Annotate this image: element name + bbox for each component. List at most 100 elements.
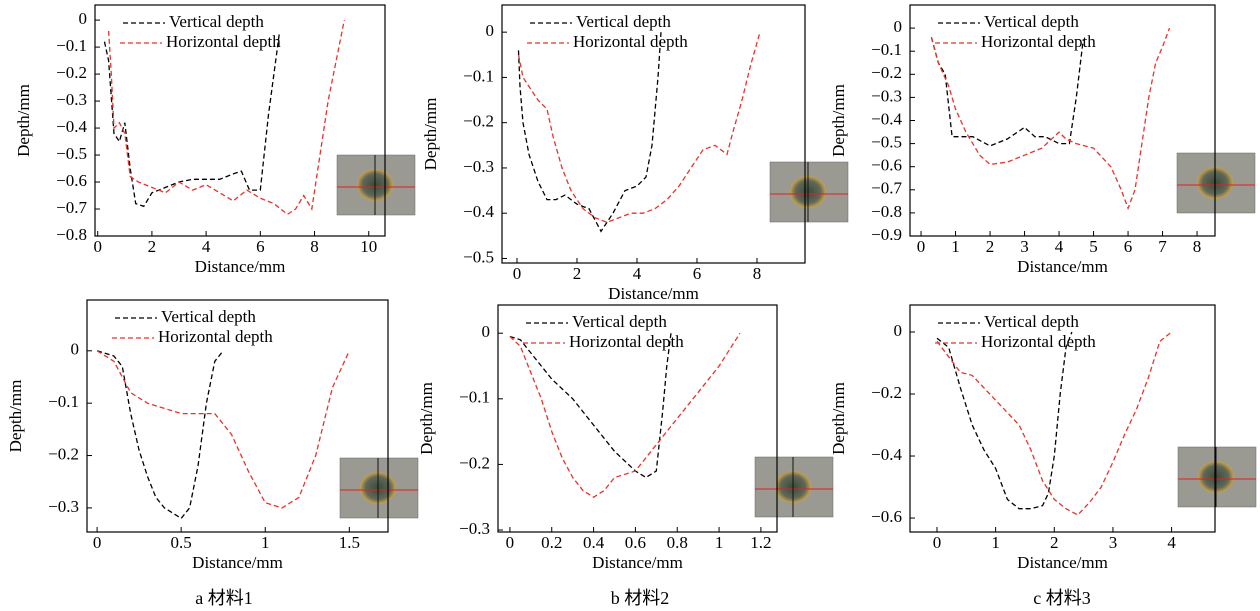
plot-frame bbox=[86, 299, 389, 533]
x-tick-label: 8 bbox=[310, 237, 319, 256]
y-tick-label: −0.1 bbox=[871, 40, 902, 59]
x-tick-label: 1 bbox=[261, 533, 270, 552]
x-tick-label: 4 bbox=[202, 237, 211, 256]
x-tick-label: 8 bbox=[1193, 237, 1202, 256]
x-tick-label: 4 bbox=[1167, 533, 1176, 552]
x-tick-label: 0 bbox=[933, 533, 942, 552]
x-axis-label: Distance/mm bbox=[192, 553, 283, 572]
data-line bbox=[517, 32, 761, 223]
x-tick-label: 8 bbox=[753, 264, 762, 283]
y-tick-label: −0.7 bbox=[871, 179, 902, 198]
y-tick-label: −0.8 bbox=[56, 225, 87, 244]
y-axis-label: Depth/mm bbox=[6, 380, 25, 453]
y-axis-label: Depth/mm bbox=[417, 382, 436, 455]
legend-label: Vertical depth bbox=[576, 12, 671, 31]
y-tick-label: −0.4 bbox=[871, 445, 902, 464]
x-axis-label: Distance/mm bbox=[592, 553, 683, 572]
plot-frame bbox=[497, 304, 778, 533]
x-tick-label: 2 bbox=[986, 237, 995, 256]
data-line bbox=[103, 33, 280, 208]
x-tick-label: 0.6 bbox=[625, 533, 646, 552]
data-line bbox=[107, 19, 345, 216]
data-line bbox=[517, 32, 662, 233]
y-tick-label: 0 bbox=[71, 340, 80, 359]
x-tick-label: 0 bbox=[513, 264, 522, 283]
x-tick-label: 1 bbox=[991, 533, 1000, 552]
y-tick-label: −0.1 bbox=[48, 392, 79, 411]
caption: c 材料3 bbox=[1033, 588, 1091, 608]
data-line bbox=[936, 331, 1173, 516]
y-tick-label: −0.1 bbox=[463, 66, 494, 85]
y-tick-label: 0 bbox=[79, 9, 88, 28]
x-tick-label: 0 bbox=[93, 533, 102, 552]
x-tick-label: 1 bbox=[951, 237, 960, 256]
y-tick-label: −0.2 bbox=[48, 444, 79, 463]
legend-label: Vertical depth bbox=[169, 12, 264, 31]
data-line bbox=[509, 333, 672, 479]
x-tick-label: 1 bbox=[715, 533, 724, 552]
y-tick-label: −0.4 bbox=[463, 202, 494, 221]
y-tick-label: 0 bbox=[486, 21, 495, 40]
legend-label: Vertical depth bbox=[161, 307, 256, 326]
x-tick-label: 0 bbox=[917, 237, 926, 256]
x-tick-label: 1.5 bbox=[339, 533, 360, 552]
x-tick-label: 6 bbox=[1124, 237, 1133, 256]
y-tick-label: −0.3 bbox=[56, 90, 87, 109]
data-line bbox=[936, 331, 1073, 510]
legend-label: Vertical depth bbox=[984, 12, 1079, 31]
y-tick-label: −0.2 bbox=[871, 63, 902, 82]
x-axis-label: Distance/mm bbox=[1017, 553, 1108, 572]
y-tick-label: −0.7 bbox=[56, 198, 87, 217]
caption: a 材料1 bbox=[195, 588, 253, 608]
legend-label: Horizontal depth bbox=[981, 32, 1096, 51]
caption: b 材料2 bbox=[611, 588, 670, 608]
data-line bbox=[930, 37, 1084, 147]
y-axis-label: Depth/mm bbox=[829, 84, 848, 157]
x-tick-label: 4 bbox=[633, 264, 642, 283]
x-tick-label: 2 bbox=[148, 237, 157, 256]
y-tick-label: −0.2 bbox=[871, 383, 902, 402]
x-tick-label: 0.5 bbox=[171, 533, 192, 552]
legend-label: Vertical depth bbox=[984, 312, 1079, 331]
x-tick-label: 2 bbox=[1050, 533, 1059, 552]
y-tick-label: −0.8 bbox=[871, 202, 902, 221]
x-tick-label: 0.2 bbox=[541, 533, 562, 552]
x-tick-label: 1.2 bbox=[750, 533, 771, 552]
x-tick-label: 6 bbox=[693, 264, 702, 283]
x-tick-label: 0 bbox=[93, 237, 102, 256]
plot-frame bbox=[94, 4, 386, 237]
legend-label: Horizontal depth bbox=[569, 332, 684, 351]
y-tick-label: −0.5 bbox=[463, 247, 494, 266]
x-tick-label: 4 bbox=[1055, 237, 1064, 256]
x-tick-label: 0.8 bbox=[667, 533, 688, 552]
data-line bbox=[96, 350, 224, 520]
y-tick-label: −0.3 bbox=[48, 497, 79, 516]
data-line bbox=[930, 27, 1171, 211]
x-tick-label: 2 bbox=[573, 264, 582, 283]
y-tick-label: −0.5 bbox=[56, 144, 87, 163]
y-axis-label: Depth/mm bbox=[421, 98, 440, 171]
y-tick-label: −0.2 bbox=[56, 63, 87, 82]
y-tick-label: −0.4 bbox=[871, 109, 902, 128]
x-tick-label: 0.4 bbox=[583, 533, 605, 552]
x-tick-label: 6 bbox=[256, 237, 265, 256]
x-tick-label: 3 bbox=[1020, 237, 1029, 256]
y-tick-label: −0.5 bbox=[871, 133, 902, 152]
x-tick-label: 0 bbox=[506, 533, 515, 552]
x-axis-label: Distance/mm bbox=[1017, 257, 1108, 276]
x-tick-label: 5 bbox=[1089, 237, 1098, 256]
y-tick-label: −0.3 bbox=[463, 157, 494, 176]
plot-frame bbox=[909, 304, 1216, 533]
y-tick-label: −0.6 bbox=[871, 507, 902, 526]
y-tick-label: −0.6 bbox=[56, 171, 87, 190]
y-tick-label: −0.4 bbox=[56, 117, 87, 136]
y-axis-label: Depth/mm bbox=[829, 382, 848, 455]
x-tick-label: 10 bbox=[360, 237, 377, 256]
y-tick-label: −0.2 bbox=[459, 453, 490, 472]
legend-label: Horizontal depth bbox=[981, 332, 1096, 351]
x-axis-label: Distance/mm bbox=[608, 284, 699, 303]
x-tick-label: 3 bbox=[1109, 533, 1118, 552]
y-tick-label: −0.3 bbox=[871, 86, 902, 105]
y-tick-label: −0.6 bbox=[871, 156, 902, 175]
